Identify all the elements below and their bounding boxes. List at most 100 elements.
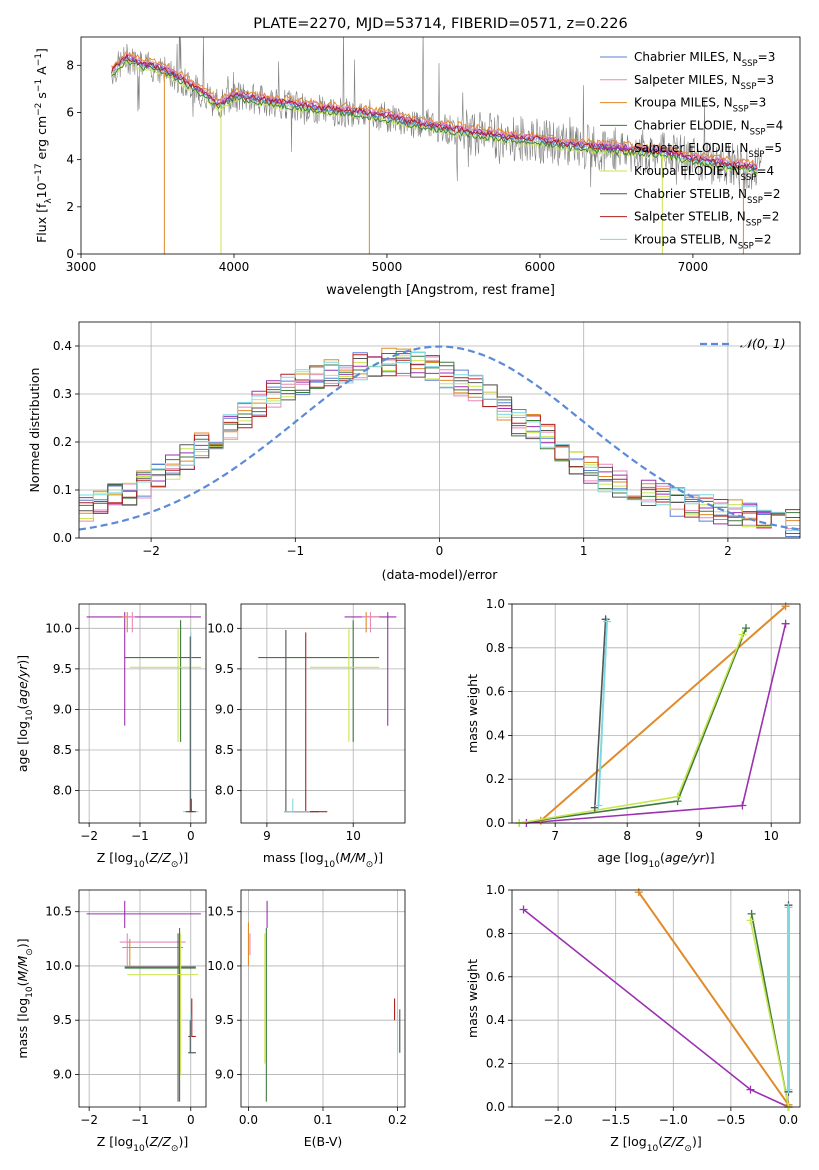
spectrum-frame <box>80 36 801 255</box>
x-tick-label: 5000 <box>372 260 403 274</box>
y-tick-label: 0.8 <box>486 926 505 940</box>
weight-marker <box>784 903 793 912</box>
y-tick-label: 0.2 <box>486 1057 505 1071</box>
y-tick-label: 10.5 <box>207 905 234 919</box>
weight-marker <box>746 916 755 925</box>
x-tick-label: −2 <box>80 829 98 843</box>
weight-line-salpeter_elodie <box>526 623 787 824</box>
x-tick-label: 9 <box>263 829 271 843</box>
mass-z-ylabel: mass [log10(M/M⊙)] <box>15 938 35 1058</box>
x-tick-label: −1.0 <box>659 1113 688 1127</box>
x-tick-label: −1.5 <box>601 1113 630 1127</box>
x-tick-label: 6000 <box>525 260 556 274</box>
age_Z-axes <box>75 604 206 827</box>
y-tick-label: 0.2 <box>486 772 505 786</box>
age-z-xlabel: Z [log10(Z/Z⊙)] <box>97 850 188 870</box>
y-tick-label: 4 <box>66 153 74 167</box>
mass-ebv-xlabel: E(B-V) <box>304 1134 343 1149</box>
y-tick-label: 10.0 <box>207 959 234 973</box>
mass_ebv-frame <box>240 889 406 1108</box>
y-tick-label: 0.0 <box>486 816 505 830</box>
x-tick-label: 1 <box>580 544 588 558</box>
y-tick-label: 1.0 <box>486 597 505 611</box>
x-tick-label: 3000 <box>66 260 97 274</box>
y-tick-label: 2 <box>66 200 74 214</box>
y-tick-label: 0.1 <box>53 483 72 497</box>
age-mass-xlabel: mass [log10(M/M⊙)] <box>263 850 383 870</box>
age_Z-frame <box>78 603 207 824</box>
x-tick-label: −2 <box>80 1113 98 1127</box>
x-tick-label: −1 <box>286 544 304 558</box>
mass_Z-axes <box>75 890 206 1111</box>
x-tick-label: −2 <box>142 544 160 558</box>
weight-z-ylabel: mass weight <box>465 959 480 1038</box>
x-tick-label: −2.0 <box>544 1113 573 1127</box>
y-tick-label: 9.5 <box>215 1013 234 1027</box>
weight-marker <box>594 801 603 810</box>
weight-marker <box>781 602 790 611</box>
y-tick-label: 8 <box>66 58 74 72</box>
weight-marker <box>747 909 756 918</box>
normal-curve <box>78 345 801 531</box>
y-tick-label: 0.0 <box>53 531 72 545</box>
y-tick-label: 8.5 <box>53 743 72 757</box>
x-tick-label: 7 <box>551 829 559 843</box>
x-tick-label: 10 <box>764 829 779 843</box>
x-tick-label: 7000 <box>678 260 709 274</box>
x-tick-label: −1 <box>131 829 149 843</box>
y-tick-label: 8.5 <box>215 743 234 757</box>
y-tick-label: 0.6 <box>486 685 505 699</box>
x-tick-label: 9 <box>695 829 703 843</box>
residuals-frame <box>78 321 801 539</box>
weight_Z-frame <box>511 889 801 1108</box>
weight-line-salpeter_elodie <box>523 908 789 1108</box>
spectrum-title: PLATE=2270, MJD=53714, FIBERID=0571, z=0… <box>253 16 627 32</box>
y-tick-label: 10.0 <box>207 621 234 635</box>
weight-marker <box>746 1085 755 1094</box>
mass_Z-frame <box>78 889 207 1108</box>
weight-marker <box>673 792 682 801</box>
y-tick-label: 9.0 <box>53 702 72 716</box>
y-tick-label: 8.0 <box>215 784 234 798</box>
y-tick-label: 9.5 <box>53 662 72 676</box>
weight_age-frame <box>511 603 801 824</box>
spectrum-ylabel: Flux [fλ10−17 erg cm−2 s−1 A−1] <box>34 48 54 243</box>
age_mass-axes <box>237 604 405 827</box>
weight-marker <box>603 617 612 626</box>
weight-marker <box>738 630 747 639</box>
weight-line-kroupa_miles <box>637 891 790 1106</box>
y-tick-label: 0.4 <box>486 728 505 742</box>
y-tick-label: 0.2 <box>53 435 72 449</box>
weight-line-chabrier_elodie <box>519 627 747 824</box>
x-tick-label: 10 <box>346 829 361 843</box>
y-tick-label: 0.6 <box>486 970 505 984</box>
residuals-axes <box>75 322 800 542</box>
spectrum-xlabel: wavelength [Angstrom, rest frame] <box>326 283 555 298</box>
x-tick-label: −0.5 <box>716 1113 745 1127</box>
weight-marker <box>781 619 790 628</box>
y-tick-label: 10.5 <box>45 905 72 919</box>
weight-marker <box>634 888 643 897</box>
x-tick-label: 0.2 <box>388 1113 407 1127</box>
x-tick-label: 0.1 <box>313 1113 332 1127</box>
y-tick-label: 0.0 <box>486 1100 505 1114</box>
weight-line-kroupa_miles <box>540 605 787 822</box>
y-tick-label: 10.0 <box>45 621 72 635</box>
x-tick-label: 0.0 <box>239 1113 258 1127</box>
weight-line-kroupa_stelib <box>597 621 608 806</box>
mass-z-xlabel: Z [log10(Z/Z⊙)] <box>97 1134 188 1154</box>
x-tick-label: 0.0 <box>779 1113 798 1127</box>
y-tick-label: 9.5 <box>53 1013 72 1027</box>
weight-marker <box>519 905 528 914</box>
hist-kroupa_stelib <box>79 352 800 538</box>
legend-entry: 𝒩(0, 1) <box>740 336 786 351</box>
y-tick-label: 9.5 <box>215 662 234 676</box>
residuals-xlabel: (data-model)/error <box>382 567 499 582</box>
y-tick-label: 9.0 <box>53 1067 72 1081</box>
x-tick-label: 0 <box>187 829 195 843</box>
x-tick-label: 2 <box>724 544 732 558</box>
y-tick-label: 0.4 <box>53 339 72 353</box>
model-chabrier_elodie <box>111 59 758 174</box>
y-tick-label: 0.4 <box>486 1013 505 1027</box>
